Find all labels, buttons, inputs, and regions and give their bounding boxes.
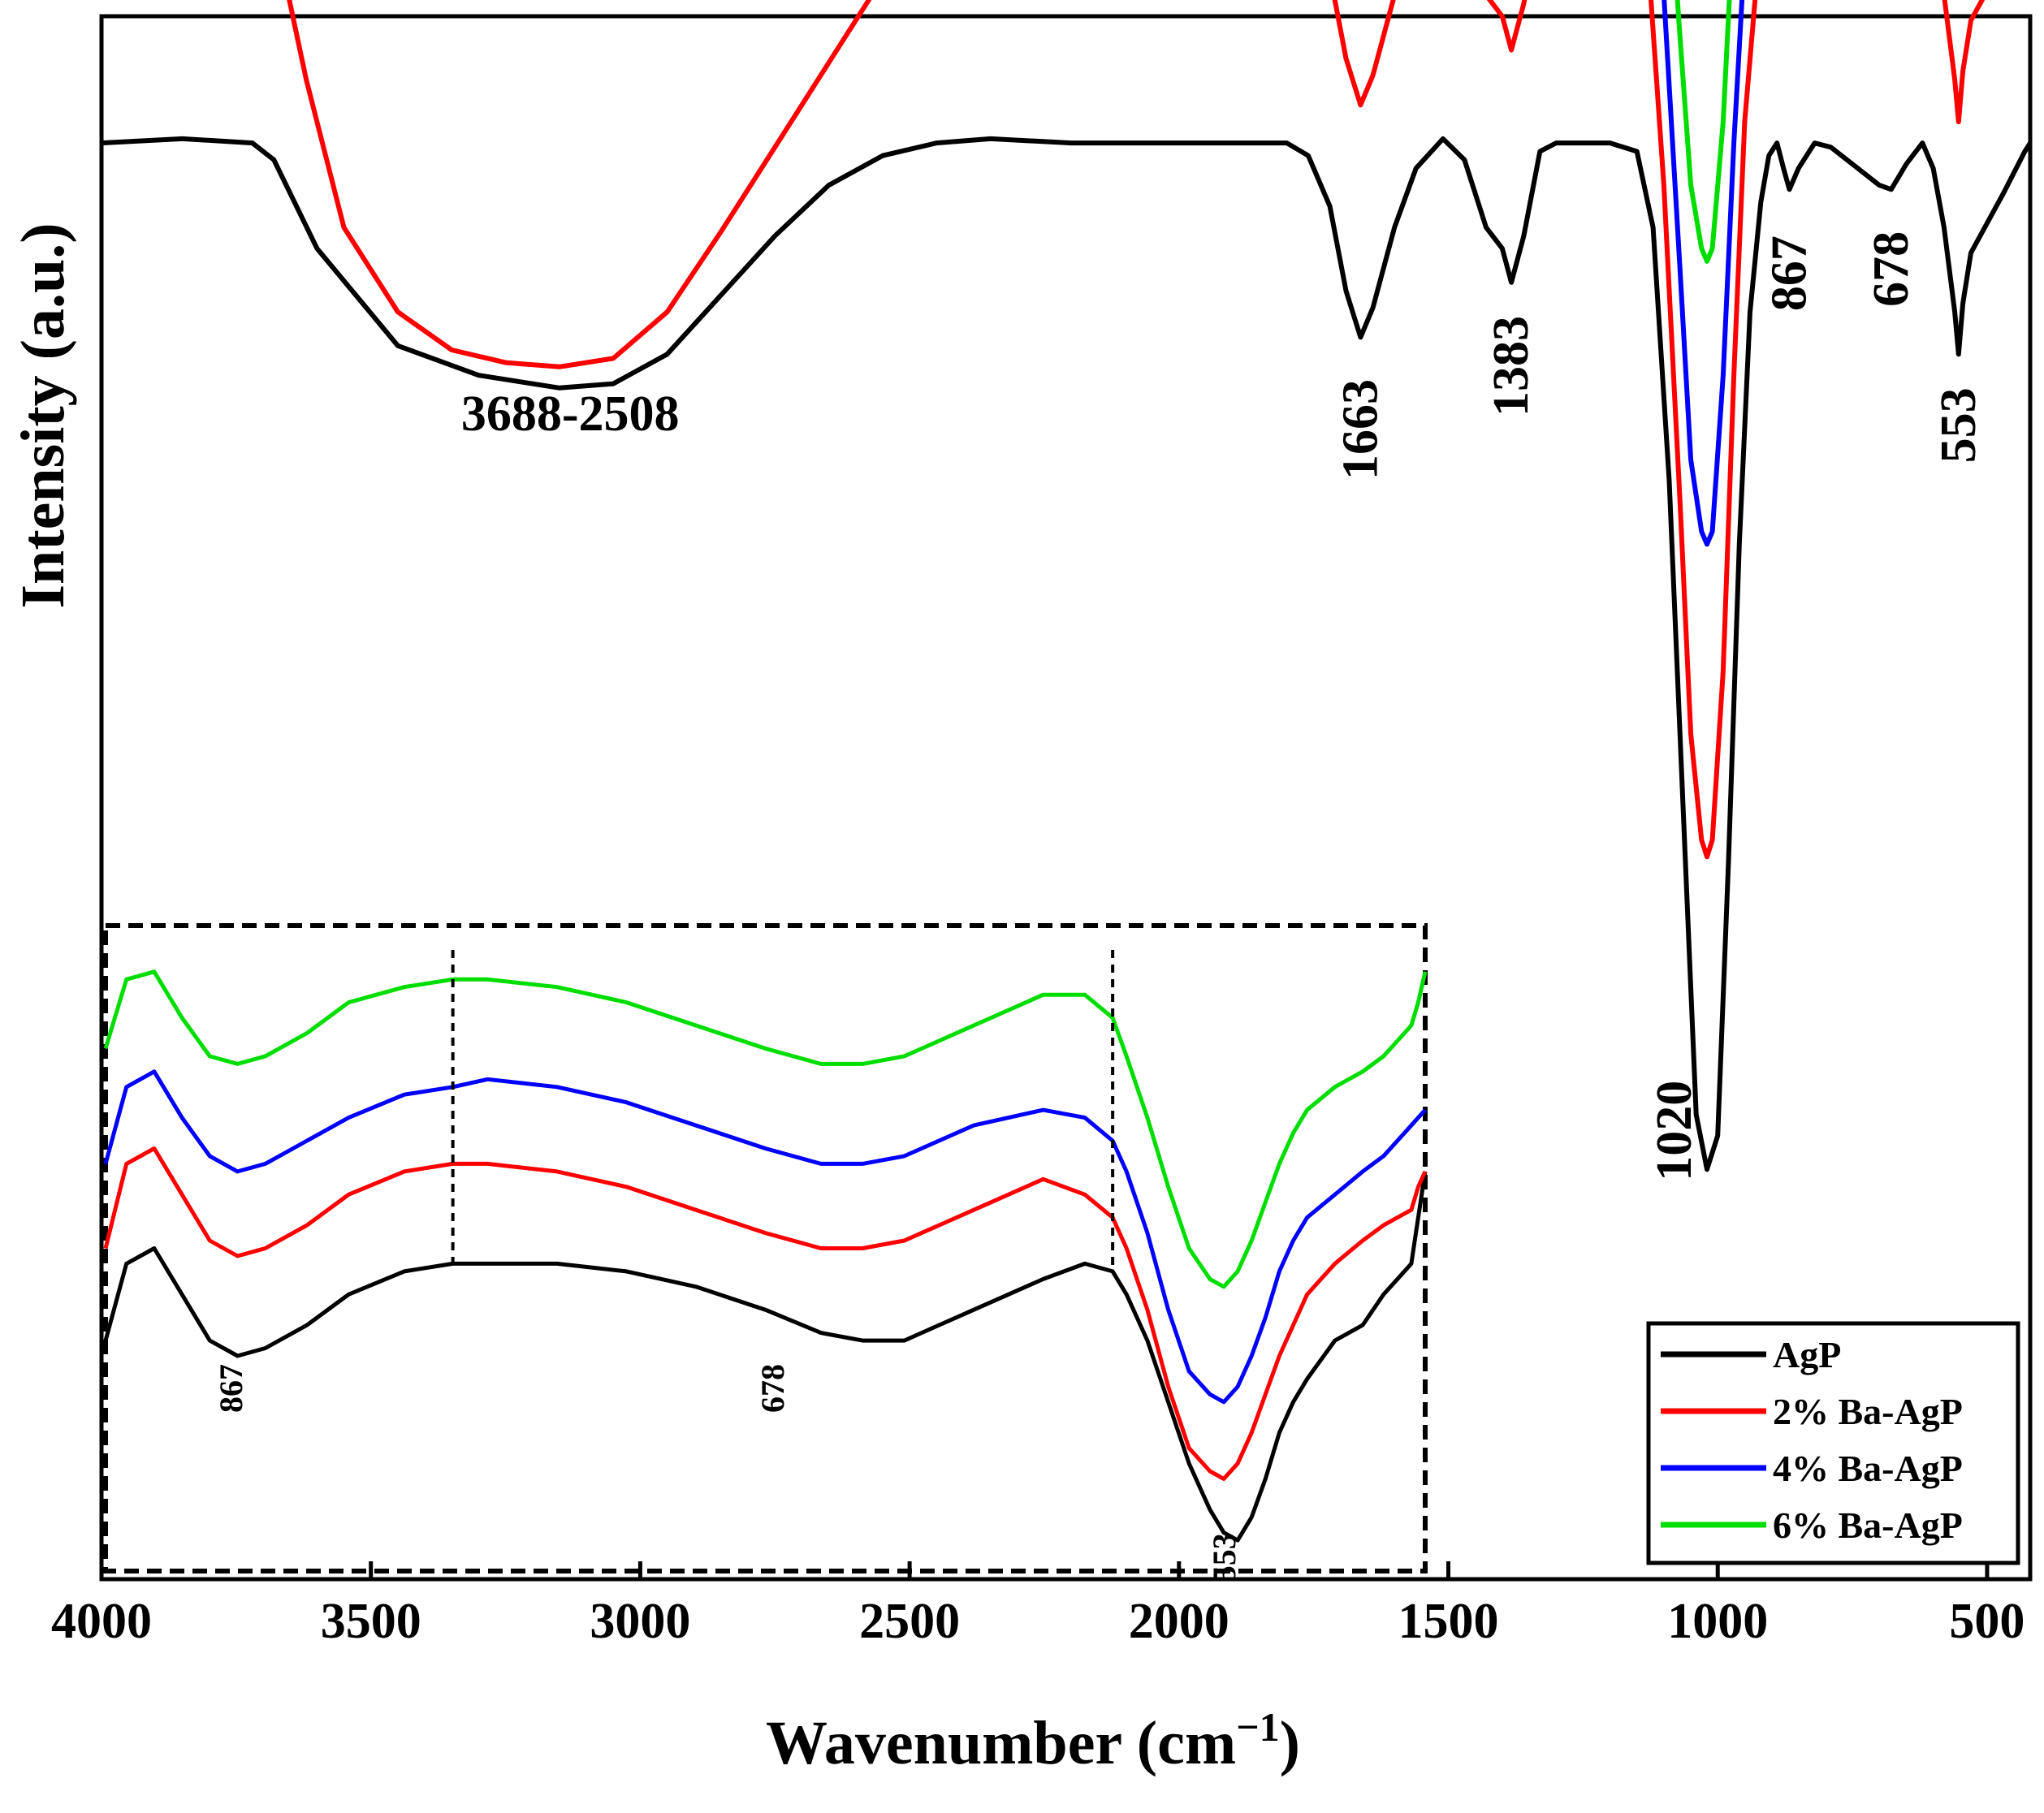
inset-panel: 867 678 553 [103, 923, 1428, 1582]
legend: AgP 2% Ba-AgP 4% Ba-AgP 6% Ba-AgP [1646, 1321, 2020, 1565]
peak-annotations: 3688-2508 1663 1383 1020 867 678 553 [461, 231, 1986, 1181]
peak-label-678: 678 [1864, 231, 1919, 307]
inset-peak-labels: 867 678 553 [213, 1364, 1242, 1582]
legend-label-4: 6% Ba-AgP [1773, 1504, 1963, 1546]
inset-dashed-frame [103, 923, 1428, 1573]
x-tick-label-3500: 3500 [321, 1594, 421, 1649]
inset-series-line-6-ba-agp [103, 969, 1428, 1289]
inset-label-867: 867 [213, 1364, 249, 1413]
x-axis-title-superscript: −1 [1236, 1704, 1280, 1750]
x-tick-label-2500: 2500 [859, 1594, 960, 1649]
inset-series-line-agp [103, 1171, 1428, 1543]
plot-frame [99, 14, 2033, 1582]
x-axis-title-main: Wavenumber (cm [766, 1709, 1236, 1777]
main-plot-area: 3688-2508 1663 1383 1020 867 678 553 4000 3500 3… [51, 0, 2033, 1649]
legend-label-2: 2% Ba-AgP [1773, 1391, 1963, 1432]
inset-label-553: 553 [1206, 1533, 1242, 1582]
inset-series-line-4-ba-agp [103, 1069, 1427, 1405]
x-axis-title-close: ) [1280, 1709, 1300, 1777]
legend-label-1: AgP [1773, 1334, 1841, 1375]
x-tick-label-1000: 1000 [1667, 1594, 1768, 1649]
x-tick-label-4000: 4000 [51, 1594, 152, 1649]
series-line-agp [101, 136, 2033, 1172]
x-tick-label-1500: 1500 [1398, 1594, 1499, 1649]
peak-label-1383: 1383 [1484, 316, 1539, 417]
peak-label-553: 553 [1931, 387, 1986, 463]
main-series-group [101, 0, 2033, 1172]
inset-label-678: 678 [754, 1364, 791, 1413]
legend-label-3: 4% Ba-AgP [1773, 1448, 1963, 1489]
y-axis-title: Intensity (a.u.) [9, 222, 77, 608]
inset-series-group [103, 969, 1428, 1543]
x-axis-ticks: 4000 3500 3000 2500 2000 1500 1000 500 [51, 1561, 2025, 1649]
x-tick-label-2000: 2000 [1129, 1594, 1229, 1649]
inset-series-line-2-ba-agp [103, 1146, 1428, 1481]
peak-label-1663: 1663 [1333, 379, 1388, 480]
x-tick-label-500: 500 [1949, 1594, 2025, 1649]
series-line-2-ba-agp [287, 0, 1986, 860]
peak-label-3688-2508: 3688-2508 [461, 386, 680, 442]
x-axis-title: Wavenumber (cm−1) [766, 1704, 1300, 1777]
peak-label-1020: 1020 [1647, 1081, 1702, 1181]
inset-dashed-markers [451, 950, 1115, 1267]
x-tick-label-3000: 3000 [590, 1594, 690, 1649]
peak-label-867: 867 [1762, 235, 1817, 311]
